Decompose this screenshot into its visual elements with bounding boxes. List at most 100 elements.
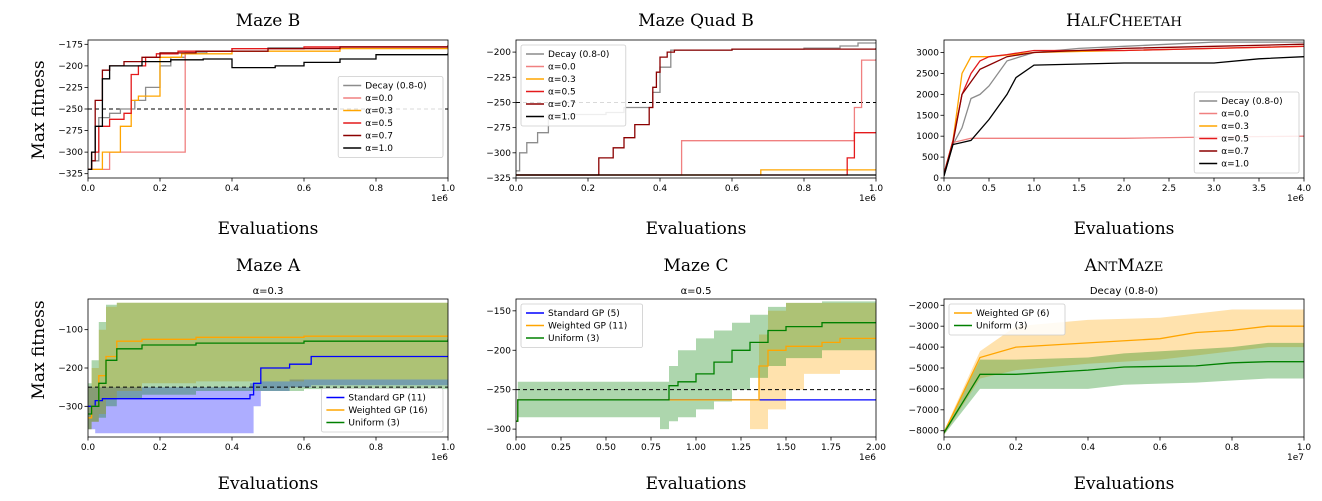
x-tick-label: 0.2 <box>153 443 167 453</box>
y-tick-label: 0 <box>933 174 939 184</box>
legend-entry: Weighted GP (16) <box>348 406 427 416</box>
confidence-band-2 <box>944 342 1304 435</box>
legend-entry: Weighted GP (11) <box>548 322 627 332</box>
x-tick-label: 0.0 <box>937 443 952 453</box>
x-tick-label: 1.25 <box>731 443 751 453</box>
legend-entry: Standard GP (5) <box>548 309 620 319</box>
y-tick-label: −6000 <box>909 385 940 395</box>
x-tick-label: 0.2 <box>1009 443 1023 453</box>
x-tick-label: 0.00 <box>506 443 526 453</box>
y-tick-label: 1500 <box>916 111 939 121</box>
legend-entry: α=0.0 <box>548 63 576 73</box>
plot-area <box>88 45 448 171</box>
legend: Decay (0.8-0) α=0.0 α=0.3 α=0.5 α=0.7 α=1.0 <box>520 44 627 127</box>
legend-entry: α=0.7 <box>365 132 393 142</box>
y-tick-label: −225 <box>58 83 83 93</box>
series-line-6 <box>944 56 1304 177</box>
row1-ylabel: Max fitness <box>29 60 49 159</box>
x-tick-label: 0.8 <box>797 184 812 194</box>
x-offset-label: 1e6 <box>859 194 876 204</box>
x-tick-label: 0.6 <box>297 443 312 453</box>
legend-box <box>320 388 444 433</box>
plot-area <box>944 309 1304 435</box>
legend-entry: Uniform (3) <box>976 322 1027 332</box>
y-tick-label: −300 <box>486 425 511 435</box>
x-tick-label: 0.4 <box>225 184 240 194</box>
y-tick-label: 2000 <box>916 90 939 100</box>
y-tick-label: −275 <box>486 124 511 134</box>
x-tick-label: 0.75 <box>641 443 661 453</box>
confidence-band-2 <box>88 302 448 430</box>
row2-ylabel: Max fitness <box>29 300 49 399</box>
y-tick-label: −100 <box>58 326 83 336</box>
y-tick-label: −200 <box>486 48 511 58</box>
chart-title: Maze C <box>664 256 729 276</box>
x-tick-label: 1.0 <box>441 443 456 453</box>
series-line-6 <box>88 52 448 171</box>
x-tick-label: 0.5 <box>982 184 996 194</box>
legend-box <box>337 76 444 158</box>
legend-entry: α=0.7 <box>1221 147 1249 157</box>
x-tick-label: 0.6 <box>1153 443 1168 453</box>
x-tick-label: 0.0 <box>81 184 96 194</box>
legend-entry: α=1.0 <box>548 113 576 123</box>
y-tick-label: 500 <box>922 153 939 163</box>
y-tick-label: −175 <box>58 40 83 50</box>
legend-entry: Decay (0.8-0) <box>548 50 609 60</box>
chart-title: Maze A <box>236 256 301 276</box>
chart-title: ANTMAZE <box>1084 256 1164 276</box>
chart-panel-5: Maze C α=0.5 Evaluations 0.00 0.25 0.50 0.75 1.… <box>486 256 886 494</box>
legend-entry: Decay (0.8-0) <box>365 82 426 92</box>
y-tick-label: 2500 <box>916 69 939 79</box>
x-tick-label: 0.50 <box>596 443 616 453</box>
chart-subtitle: Decay (0.8-0) <box>1090 286 1158 297</box>
y-tick-label: −3000 <box>909 322 940 332</box>
legend-entry: Uniform (3) <box>348 419 399 429</box>
series-line-4 <box>516 132 876 176</box>
confidence-band-1 <box>944 309 1304 435</box>
series-line-2 <box>944 361 1304 434</box>
legend-entry: Decay (0.8-0) <box>1221 97 1282 107</box>
chart-subtitle: α=0.5 <box>681 286 712 297</box>
x-axis-label: Evaluations <box>646 474 747 494</box>
x-tick-label: 1.5 <box>1072 184 1086 194</box>
chart-title: Maze B <box>236 11 300 31</box>
x-tick-label: 3.5 <box>1252 184 1266 194</box>
legend-entry: α=0.3 <box>365 107 393 117</box>
chart-panel-3: HALFCHEETAH Evaluations 0.0 0.5 1.0 1.5 2.0 2.5… <box>916 11 1311 239</box>
y-tick-label: −200 <box>486 346 511 356</box>
x-tick-label: 2.0 <box>1117 184 1132 194</box>
y-tick-label: −300 <box>58 402 83 412</box>
legend: Standard GP (5) Weighted GP (11) Uniform (… <box>520 303 643 348</box>
confidence-band-3 <box>88 302 448 430</box>
chart-panel-6: ANTMAZE Decay (0.8-0) Evaluations 0.0 0.2 0.4… <box>909 256 1312 494</box>
legend-entry: α=0.5 <box>365 119 393 129</box>
y-tick-label: −300 <box>58 148 83 158</box>
x-offset-label: 1e6 <box>859 453 876 463</box>
series-line-1 <box>944 325 1304 434</box>
confidence-band-1 <box>88 379 448 434</box>
legend: Standard GP (11) Weighted GP (16) Uniform … <box>320 388 444 433</box>
legend-entry: α=0.3 <box>548 75 576 85</box>
legend-entry: α=1.0 <box>365 144 393 154</box>
x-offset-label: 1e6 <box>431 453 448 463</box>
y-tick-label: 3000 <box>916 49 939 59</box>
x-tick-label: 0.4 <box>225 443 240 453</box>
x-offset-label: 1e6 <box>431 194 448 204</box>
legend: Weighted GP (6) Uniform (3) <box>948 303 1066 336</box>
legend-box <box>520 303 643 348</box>
y-tick-label: −150 <box>486 307 511 317</box>
y-tick-label: −250 <box>486 98 511 108</box>
x-tick-label: 0.4 <box>653 184 668 194</box>
x-tick-label: 0.8 <box>1225 443 1240 453</box>
legend-entry: α=1.0 <box>1221 160 1249 170</box>
series-line-3 <box>516 169 876 176</box>
x-axis-label: Evaluations <box>218 474 319 494</box>
chart-panel-2: Maze Quad B Evaluations 0.0 0.2 0.4 0.6 0.8 1.0… <box>486 11 883 239</box>
y-tick-label: −325 <box>58 170 83 180</box>
y-tick-label: −5000 <box>909 364 940 374</box>
x-tick-label: 3.0 <box>1207 184 1222 194</box>
x-tick-label: 1.0 <box>1297 443 1312 453</box>
series-line-5 <box>516 48 876 176</box>
